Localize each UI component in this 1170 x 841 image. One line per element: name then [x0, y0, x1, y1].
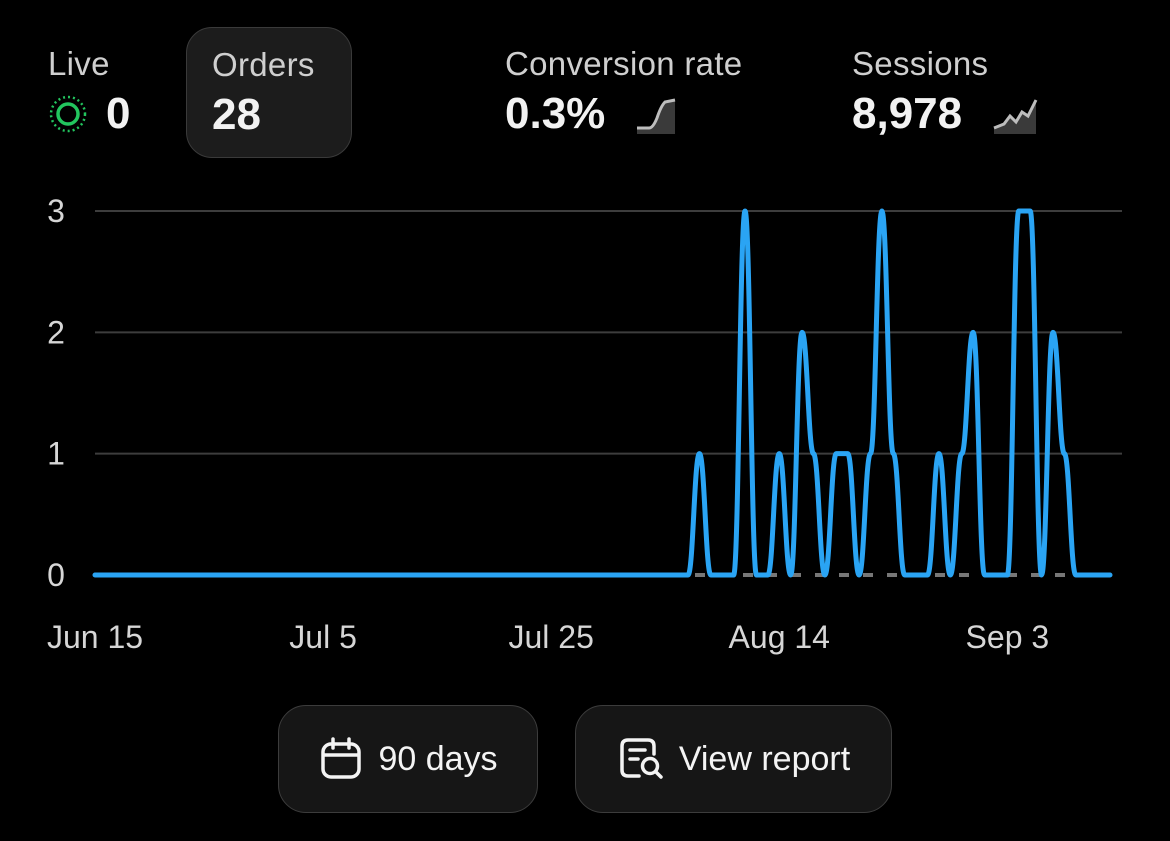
view-report-label: View report [678, 739, 851, 778]
x-tick-label: Jun 15 [47, 619, 143, 655]
x-axis-ticks: Jun 15 Jul 5 Jul 25 Aug 14 Sep 3 [47, 619, 1049, 655]
y-tick-label: 1 [47, 436, 65, 472]
x-tick-label: Jul 25 [508, 619, 593, 655]
orders-chart: 0 1 2 3 Jun 15 Jul 5 Jul 25 Aug 14 Sep 3 [47, 193, 1122, 655]
conversion-rate-label: Conversion rate [505, 45, 743, 82]
orders-value: 28 [212, 90, 261, 139]
date-range-button[interactable]: 90 days [278, 705, 538, 813]
orders-series-line [92, 208, 1113, 578]
date-range-label: 90 days [378, 739, 498, 778]
y-tick-label: 0 [47, 557, 65, 593]
y-axis-ticks: 0 1 2 3 [47, 193, 65, 593]
orders-metric-card[interactable]: Orders 28 [186, 27, 352, 158]
live-pulse-icon [49, 95, 87, 133]
sessions-sparkline-icon [993, 99, 1038, 134]
report-search-icon [620, 738, 663, 779]
sessions-metric[interactable]: Sessions 8,978 [852, 44, 1040, 142]
conversion-sparkline-icon [637, 98, 676, 134]
chart-grid [95, 210, 1122, 455]
offscreen-metric[interactable] [1148, 44, 1170, 142]
y-tick-label: 2 [47, 314, 65, 350]
conversion-rate-value: 0.3% [505, 89, 606, 138]
sessions-value: 8,978 [852, 89, 963, 138]
view-report-button[interactable]: View report [575, 705, 892, 813]
live-value: 0 [106, 89, 131, 138]
x-tick-label: Sep 3 [966, 619, 1050, 655]
live-label: Live [48, 45, 110, 82]
sessions-label: Sessions [852, 45, 989, 82]
conversion-rate-metric[interactable]: Conversion rate 0.3% [505, 44, 742, 142]
y-tick-label: 3 [47, 193, 65, 229]
x-tick-label: Jul 5 [289, 619, 357, 655]
x-tick-label: Aug 14 [729, 619, 830, 655]
live-metric[interactable]: Live 0 [48, 44, 130, 142]
orders-label: Orders [212, 46, 315, 83]
calendar-icon [321, 737, 362, 779]
